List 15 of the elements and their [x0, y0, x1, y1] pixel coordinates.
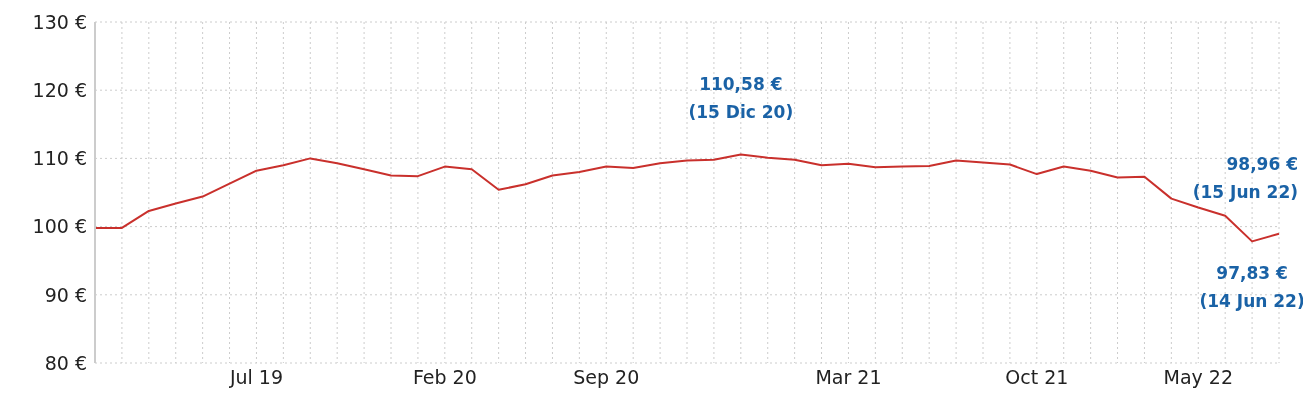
- y-tick-label: 120 €: [32, 78, 87, 101]
- annotation: 110,58 € (15 Dic 20): [688, 74, 794, 123]
- y-tick-label: 100 €: [32, 215, 87, 238]
- x-tick-label: Mar 21: [815, 366, 882, 389]
- x-tick-label: Jul 19: [228, 366, 284, 389]
- y-tick-label: 90 €: [44, 283, 87, 306]
- y-tick-label: 80 €: [44, 351, 87, 374]
- x-tick-label: Oct 21: [1005, 366, 1069, 389]
- annotation: 97,83 € (14 Jun 22): [1199, 263, 1305, 312]
- x-tick-label: Feb 20: [412, 366, 477, 389]
- x-tick-label: Sep 20: [573, 366, 640, 389]
- annotation: 98,96 € (15 Jun 22): [1192, 153, 1298, 202]
- x-tick-label: May 22: [1163, 366, 1234, 389]
- y-tick-label: 130 €: [32, 10, 87, 33]
- y-tick-label: 110 €: [32, 147, 87, 170]
